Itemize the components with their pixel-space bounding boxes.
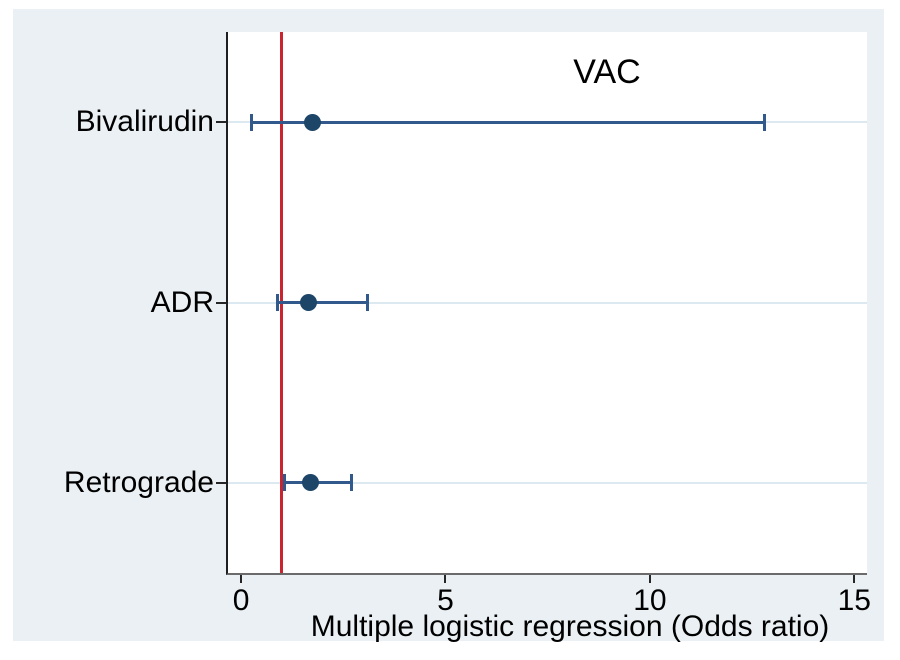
x-axis-title: Multiple logistic regression (Odds ratio… xyxy=(310,610,830,643)
plot-area xyxy=(226,32,867,575)
plot-title: VAC xyxy=(573,53,641,91)
